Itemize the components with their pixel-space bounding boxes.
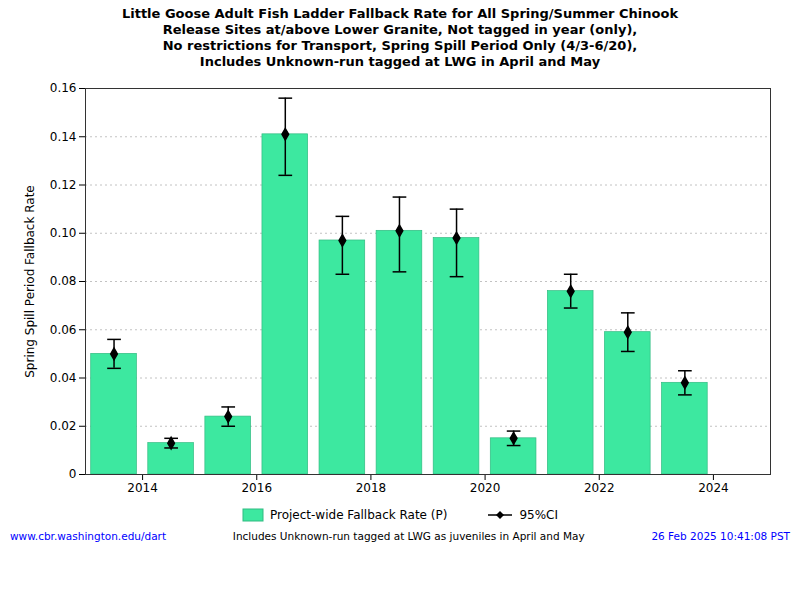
html-text:26 Feb 2025 10:41:08 PST: 26 Feb 2025 10:41:08 PST [651, 530, 790, 542]
svg-text:2020: 2020 [470, 481, 501, 495]
svg-text:2024: 2024 [698, 481, 729, 495]
svg-text:2018: 2018 [356, 481, 387, 495]
html-text:Project-wide Fallback Rate (P): Project-wide Fallback Rate (P) [270, 508, 448, 522]
svg-text:0.12: 0.12 [50, 178, 77, 192]
svg-text:0.10: 0.10 [50, 226, 77, 240]
html-text:Little Goose Adult Fish Ladder: Little Goose Adult Fish Ladder Fallback … [121, 6, 679, 69]
svg-text:2016: 2016 [241, 481, 272, 495]
svg-text:0.02: 0.02 [50, 419, 77, 433]
html-text:Includes Unknown-run tagged at: Includes Unknown-run tagged at LWG as ju… [232, 530, 585, 542]
svg-text:0.16: 0.16 [50, 81, 77, 95]
svg-text:Spring Spill Period Fallback R: Spring Spill Period Fallback Rate [23, 185, 37, 378]
svg-text:0.08: 0.08 [50, 274, 77, 288]
svg-text:0.14: 0.14 [50, 130, 77, 144]
html-text:95%CI: 95%CI [519, 508, 558, 522]
svg-text:2014: 2014 [127, 481, 158, 495]
svg-text:2022: 2022 [584, 481, 615, 495]
svg-text:0.06: 0.06 [50, 323, 77, 337]
svg-text:0: 0 [69, 467, 77, 481]
html-text:www.cbr.washington.edu/dart: www.cbr.washington.edu/dart [10, 530, 166, 542]
svg-text:0.04: 0.04 [50, 371, 77, 385]
